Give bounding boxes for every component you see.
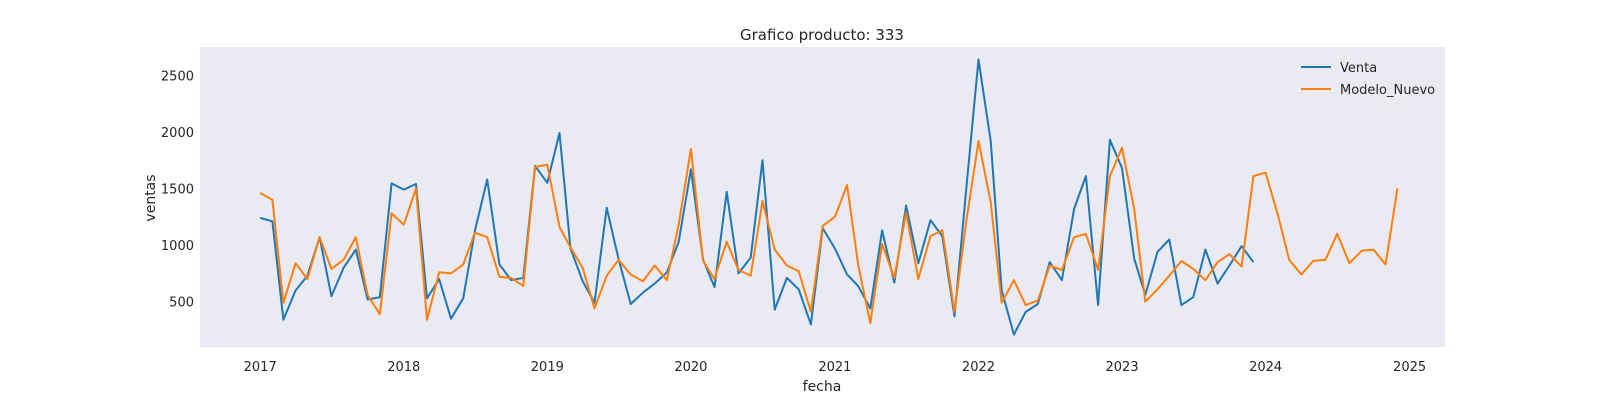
x-tick-label: 2020 — [674, 360, 707, 375]
series-layer — [259, 58, 1399, 336]
y-tick-label: 2000 — [161, 126, 194, 141]
x-axis-title: fecha — [803, 379, 842, 395]
y-axis-ticks: 500 1000 1500 2000 2500 — [161, 69, 194, 310]
y-axis-title: ventas — [143, 174, 159, 221]
x-tick-label: 2021 — [818, 360, 851, 375]
series-line-modelo-nuevo — [259, 140, 1399, 325]
x-tick-label: 2017 — [244, 360, 277, 375]
y-tick-label: 2500 — [161, 69, 194, 84]
y-tick-label: 1500 — [161, 183, 194, 198]
x-tick-label: 2024 — [1249, 360, 1282, 375]
x-tick-label: 2022 — [962, 360, 995, 375]
y-tick-label: 500 — [169, 296, 194, 311]
plot-area — [200, 47, 1445, 347]
legend-label-venta: Venta — [1340, 61, 1377, 76]
series-line-venta — [259, 58, 1255, 336]
x-tick-label: 2019 — [531, 360, 564, 375]
x-tick-label: 2025 — [1393, 360, 1426, 375]
legend: Venta Modelo_Nuevo — [1301, 61, 1435, 98]
x-tick-label: 2018 — [387, 360, 420, 375]
x-tick-label: 2023 — [1106, 360, 1139, 375]
x-axis-ticks: 2017 2018 2019 2020 2021 2022 2023 2024 2025 — [244, 360, 1427, 375]
chart-title: Grafico producto: 333 — [740, 26, 904, 44]
legend-label-modelo-nuevo: Modelo_Nuevo — [1340, 83, 1435, 98]
y-tick-label: 1000 — [161, 239, 194, 254]
